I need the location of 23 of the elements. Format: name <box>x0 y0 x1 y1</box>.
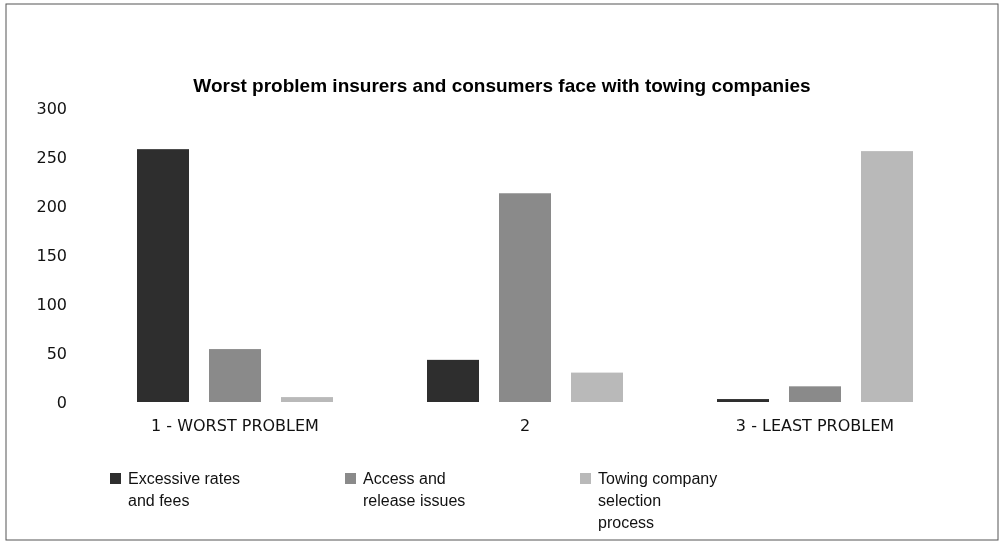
bar <box>571 372 623 402</box>
legend-label: Excessive rates and fees <box>128 470 241 509</box>
bar <box>427 359 479 402</box>
y-tick-label: 200 <box>36 196 67 216</box>
legend-label: Towing company selection process <box>598 470 718 531</box>
chart-title: Worst problem insurers and consumers face with towing companies <box>193 75 811 96</box>
bar <box>717 399 769 402</box>
x-tick-label: 3 - LEAST PROBLEM <box>735 415 895 435</box>
bar <box>861 151 913 402</box>
y-tick-label: 50 <box>46 343 67 363</box>
x-tick-label: 2 <box>519 415 531 435</box>
y-tick-label: 100 <box>36 294 67 314</box>
bar <box>209 349 261 402</box>
y-tick-label: 0 <box>56 392 67 412</box>
legend-label: Access and release issues <box>363 470 466 509</box>
y-tick-label: 150 <box>36 245 67 265</box>
y-tick-label: 300 <box>36 98 67 118</box>
bar <box>789 386 841 402</box>
y-tick-label: 250 <box>36 147 67 167</box>
x-tick-label: 1 - WORST PROBLEM <box>151 415 319 435</box>
bar <box>499 193 551 402</box>
bar <box>281 397 333 402</box>
bar <box>137 149 189 402</box>
